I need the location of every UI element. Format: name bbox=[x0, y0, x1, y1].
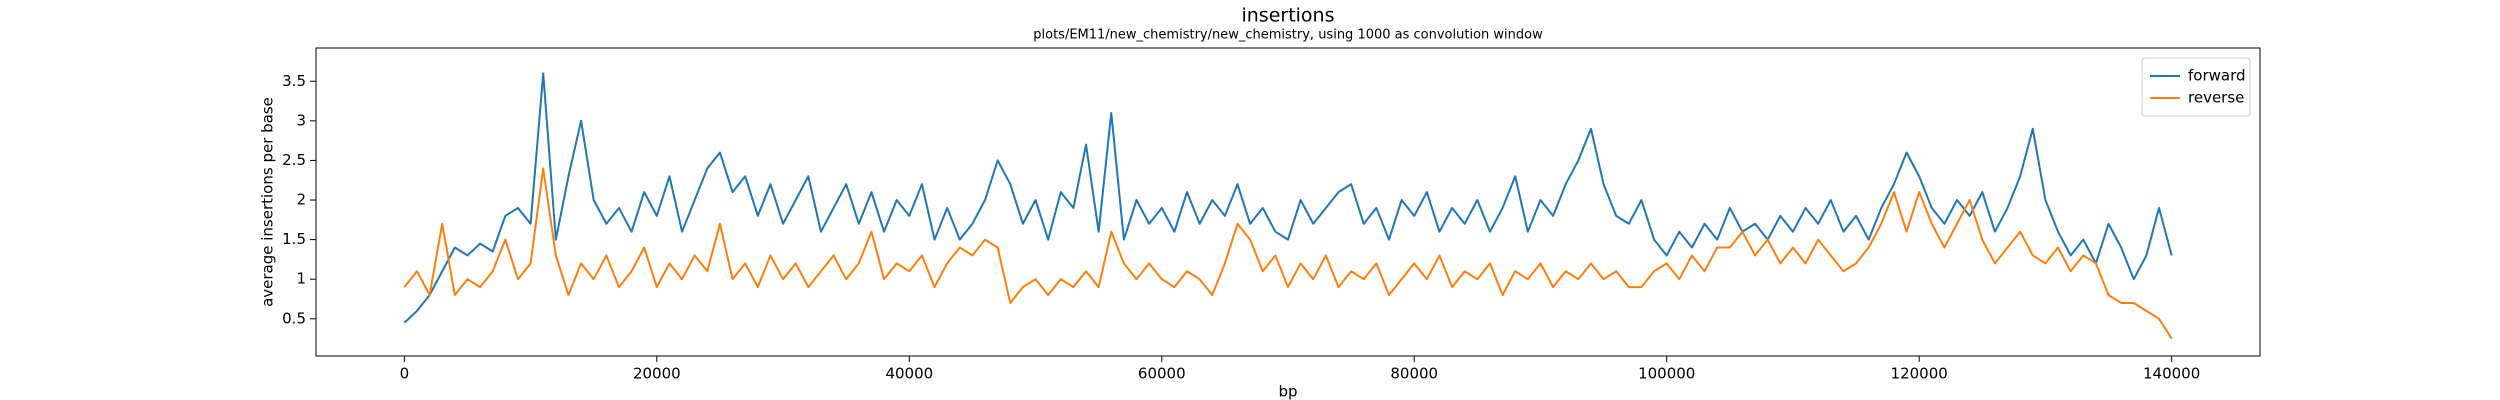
y-tick-label: 1.5 bbox=[282, 230, 306, 248]
y-axis-label: average insertions per base bbox=[259, 97, 277, 307]
x-tick-label: 140000 bbox=[2143, 365, 2200, 383]
x-tick-label: 80000 bbox=[1390, 365, 1438, 383]
y-tick-label: 1 bbox=[296, 270, 306, 288]
x-tick-label: 60000 bbox=[1138, 365, 1186, 383]
x-tick-label: 0 bbox=[400, 365, 410, 383]
x-tick-label: 120000 bbox=[1891, 365, 1948, 383]
chart-subtitle: plots/EM11/new_chemistry/new_chemistry, … bbox=[1033, 28, 1543, 43]
legend-box bbox=[2141, 57, 2251, 117]
series-line bbox=[403, 167, 2173, 340]
plot-frame bbox=[315, 47, 2261, 357]
y-tick-label: 3.5 bbox=[282, 72, 306, 90]
x-tick-label: 40000 bbox=[885, 365, 933, 383]
y-tick-label: 2 bbox=[296, 191, 306, 209]
legend-label: reverse bbox=[2188, 89, 2244, 107]
chart-title: insertions bbox=[1241, 5, 1334, 27]
y-tick-label: 2.5 bbox=[282, 151, 306, 169]
x-tick-label: 100000 bbox=[1638, 365, 1695, 383]
x-axis-label: bp bbox=[1278, 383, 1297, 400]
series-line bbox=[403, 72, 2173, 324]
legend-label: forward bbox=[2188, 67, 2246, 85]
y-tick-label: 3 bbox=[296, 111, 306, 129]
y-tick-label: 0.5 bbox=[282, 309, 306, 327]
x-tick-label: 20000 bbox=[633, 365, 681, 383]
